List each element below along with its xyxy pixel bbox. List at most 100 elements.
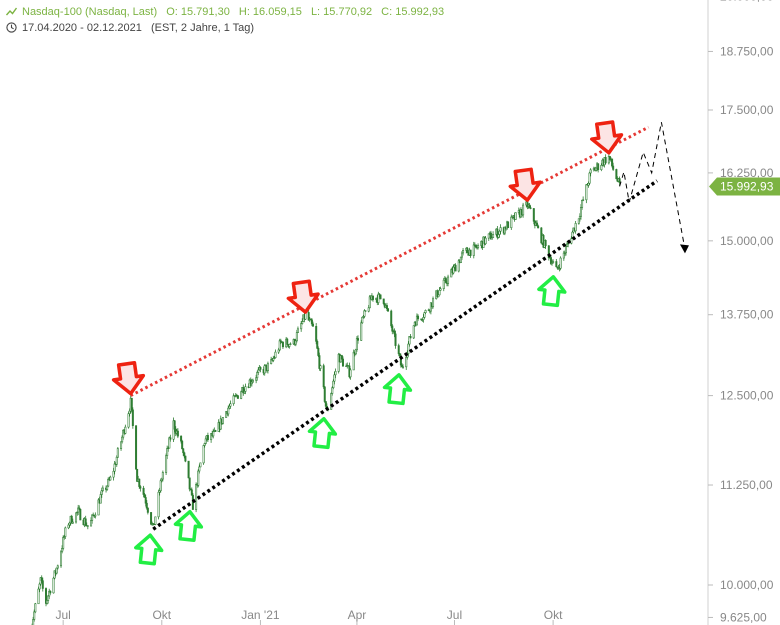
- candle-body: [393, 330, 396, 335]
- candle-body: [157, 491, 160, 518]
- up-arrow-icon: [307, 416, 338, 450]
- candle-body: [229, 403, 232, 407]
- candle-body: [257, 369, 260, 373]
- candle-body: [532, 208, 535, 222]
- candle-body: [67, 524, 70, 529]
- candle-body: [438, 289, 441, 296]
- candle-body: [91, 514, 94, 521]
- candle-body: [424, 310, 427, 313]
- candle-body: [187, 460, 190, 479]
- candle-body: [566, 243, 569, 247]
- candle-body: [188, 477, 191, 490]
- up-arrow-shape: [382, 373, 413, 406]
- candle-body: [79, 508, 82, 521]
- high-value: H: 16.059,15: [238, 6, 302, 18]
- candle-body: [195, 484, 198, 510]
- candle-body: [168, 437, 171, 449]
- candle-body: [417, 315, 420, 320]
- candle-body: [334, 371, 337, 376]
- last-price-badge: [709, 177, 780, 196]
- x-tick-label: Okt: [152, 608, 171, 622]
- candle-body: [166, 448, 169, 456]
- candle-body: [64, 527, 67, 537]
- candle-body: [497, 234, 500, 238]
- candle-body: [60, 551, 63, 567]
- candle-body: [459, 256, 462, 263]
- candle-body: [581, 199, 584, 208]
- candle-body: [244, 386, 247, 392]
- candle-body: [255, 377, 258, 381]
- candle-body: [202, 445, 205, 464]
- candle-body: [371, 295, 374, 300]
- candle-body: [130, 397, 133, 411]
- candle-body: [47, 595, 50, 601]
- candle-body: [251, 379, 254, 383]
- candle-body: [564, 246, 567, 254]
- up-arrow-shape: [134, 533, 164, 566]
- date-range: 17.04.2020 - 02.12.2021: [22, 22, 142, 34]
- y-tick-label: 11.250,00: [720, 478, 773, 492]
- down-arrow-shape: [286, 279, 320, 314]
- candle-body: [437, 294, 440, 298]
- candle-body: [432, 298, 435, 307]
- down-arrow-icon: [111, 361, 146, 396]
- candle-body: [484, 237, 487, 245]
- candle-body: [183, 452, 186, 457]
- candle-body: [75, 512, 78, 523]
- candle-body: [582, 199, 585, 201]
- candle-body: [232, 395, 235, 405]
- candle-body: [311, 323, 314, 327]
- candle-body: [354, 349, 357, 355]
- candle-body: [337, 353, 340, 372]
- candle-body: [498, 230, 501, 235]
- candle-body: [145, 502, 148, 509]
- candle-body: [236, 395, 239, 399]
- candle-body: [397, 345, 400, 354]
- candle-body: [469, 249, 472, 256]
- candle-body: [109, 476, 112, 481]
- candle-body: [198, 466, 201, 472]
- candle-body: [97, 499, 100, 516]
- down-arrow-shape: [111, 361, 146, 396]
- candle-body: [32, 619, 35, 625]
- y-tick-label: 20.000,00: [720, 0, 774, 4]
- candle-body: [301, 321, 304, 324]
- candle-body: [135, 425, 138, 470]
- instrument-name: Nasdaq-100 (Nasdaq, Last): [22, 6, 158, 18]
- candle-body: [333, 374, 336, 382]
- candle-body: [611, 158, 614, 167]
- candle-body: [474, 244, 477, 248]
- candle-body: [466, 247, 469, 253]
- candle-body: [487, 233, 490, 239]
- candle-body: [310, 319, 313, 325]
- candle-body: [181, 440, 184, 450]
- candle-body: [150, 512, 153, 525]
- candle-body: [136, 468, 139, 482]
- candle-body: [176, 430, 179, 437]
- candle-body: [197, 470, 200, 486]
- candle-body: [113, 463, 116, 472]
- candle-body: [462, 250, 465, 254]
- up-arrow-shape: [307, 416, 338, 450]
- candle-body: [143, 494, 146, 498]
- candle-body: [279, 340, 282, 343]
- candle-body: [367, 307, 370, 312]
- candle-body: [100, 490, 103, 495]
- candle-body: [442, 279, 445, 289]
- candle-body: [491, 237, 494, 240]
- candle-body: [106, 485, 109, 490]
- down-arrow-icon: [286, 279, 320, 314]
- down-arrow-shape: [508, 167, 542, 202]
- candle-body: [330, 393, 333, 410]
- candle-body: [355, 338, 358, 351]
- candle-body: [555, 261, 558, 268]
- candle-body: [331, 387, 334, 394]
- candle-body: [182, 448, 185, 454]
- candle-body: [423, 312, 426, 318]
- candle-body: [116, 448, 119, 458]
- candle-body: [364, 310, 367, 312]
- x-tick-label: Jul: [447, 608, 462, 622]
- candle-body: [574, 223, 577, 232]
- candle-body: [199, 462, 202, 468]
- candle-body: [52, 577, 55, 594]
